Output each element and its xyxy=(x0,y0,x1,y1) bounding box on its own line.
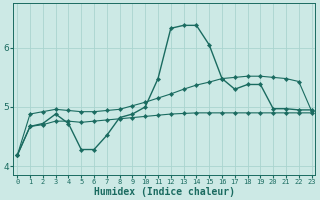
X-axis label: Humidex (Indice chaleur): Humidex (Indice chaleur) xyxy=(94,186,235,197)
